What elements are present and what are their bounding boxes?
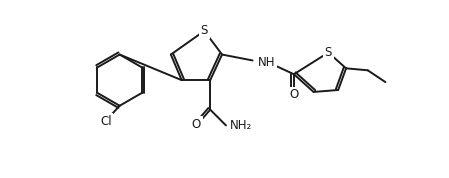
Text: NH: NH [257,56,275,69]
Text: S: S [201,24,208,37]
Text: O: O [192,118,201,131]
Text: Cl: Cl [100,115,112,128]
Text: O: O [289,88,299,101]
Text: NH₂: NH₂ [230,119,252,132]
Text: S: S [325,46,332,59]
